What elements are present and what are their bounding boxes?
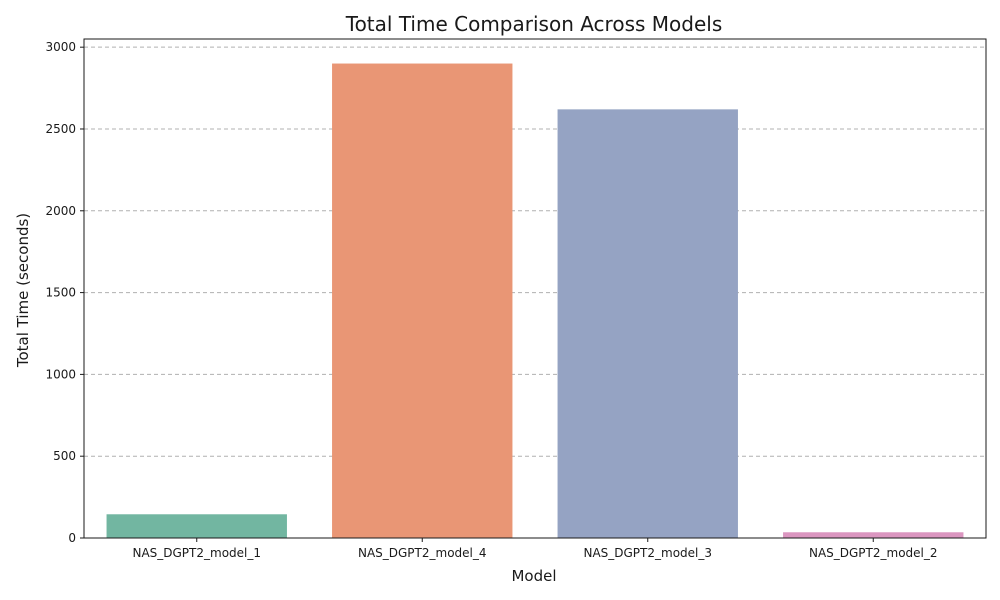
- y-tick-label: 2000: [45, 204, 76, 218]
- bar-nas-dgpt2-model-4: [332, 63, 513, 538]
- y-axis-label: Total Time (seconds): [14, 213, 32, 368]
- x-tick-label: NAS_DGPT2_model_2: [809, 546, 938, 560]
- y-axis-ticks: 0 500 1000 1500 2000 2500 3000: [45, 40, 84, 545]
- y-tick-label: 1000: [45, 367, 76, 381]
- y-tick-label: 2500: [45, 122, 76, 136]
- bar-nas-dgpt2-model-3: [557, 109, 738, 538]
- chart-title: Total Time Comparison Across Models: [345, 12, 722, 36]
- bars: [106, 63, 964, 538]
- y-tick-label: 3000: [45, 40, 76, 54]
- y-tick-label: 500: [53, 449, 76, 463]
- x-axis-ticks: NAS_DGPT2_model_1 NAS_DGPT2_model_4 NAS_DG…: [132, 538, 938, 560]
- x-tick-label: NAS_DGPT2_model_1: [132, 546, 261, 560]
- x-tick-label: NAS_DGPT2_model_3: [583, 546, 712, 560]
- y-tick-label: 1500: [45, 286, 76, 300]
- x-tick-label: NAS_DGPT2_model_4: [358, 546, 487, 560]
- y-tick-label: 0: [68, 531, 76, 545]
- gridlines: [84, 46, 986, 457]
- x-axis-label: Model: [511, 567, 556, 585]
- axes: [83, 38, 987, 539]
- bar-nas-dgpt2-model-1: [106, 514, 287, 538]
- plot-frame: [83, 38, 987, 539]
- bar-nas-dgpt2-model-2: [783, 532, 964, 538]
